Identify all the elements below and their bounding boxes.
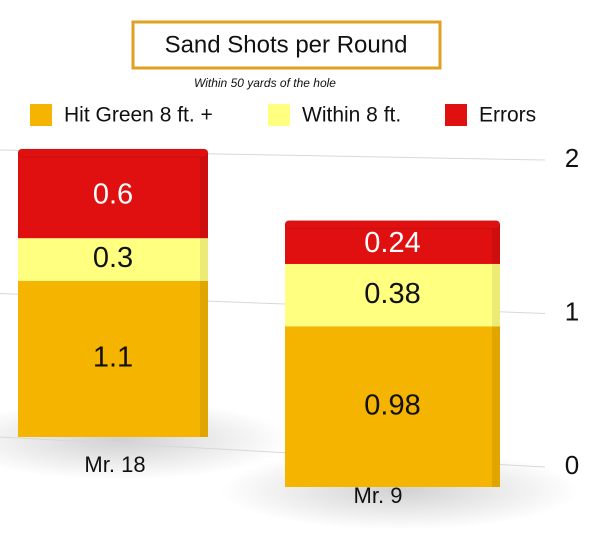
y-tick-label: 2: [565, 143, 579, 173]
bar-top: [17, 148, 209, 158]
bar-segment: [285, 326, 500, 487]
chart-title: Sand Shots per Round: [165, 31, 408, 58]
bar-side: [200, 280, 208, 437]
data-label: 0.38: [364, 278, 420, 310]
bar-segment: [285, 263, 500, 327]
bar-side: [200, 153, 208, 239]
legend-label: Within 8 ft.: [302, 104, 401, 127]
legend-label: Hit Green 8 ft. +: [64, 104, 213, 127]
bar-segment: [18, 280, 208, 437]
x-tick-label: Mr. 18: [84, 452, 145, 477]
legend-swatch: [445, 104, 467, 126]
bar-side: [492, 326, 500, 487]
bar-side: [200, 238, 208, 281]
y-tick-label: 0: [565, 450, 579, 480]
data-label: 0.3: [93, 242, 133, 274]
bar-segment: [285, 224, 500, 264]
data-label: 0.6: [93, 178, 133, 210]
legend-label: Errors: [479, 104, 536, 127]
x-tick-label: Mr. 9: [354, 483, 403, 508]
subtitle: Within 50 yards of the hole: [194, 76, 336, 90]
legend-swatch: [30, 104, 52, 126]
data-label: 0.98: [364, 389, 420, 421]
y-tick-label: 1: [565, 296, 579, 326]
data-label: 0.24: [364, 227, 420, 259]
bar-top: [284, 220, 501, 230]
title-box: [131, 20, 442, 70]
bar-side: [492, 224, 500, 264]
data-label: 1.1: [93, 342, 133, 374]
bar-segment: [18, 238, 208, 281]
bar-side: [492, 263, 500, 327]
legend-swatch: [268, 104, 290, 126]
bar-segment: [18, 153, 208, 239]
